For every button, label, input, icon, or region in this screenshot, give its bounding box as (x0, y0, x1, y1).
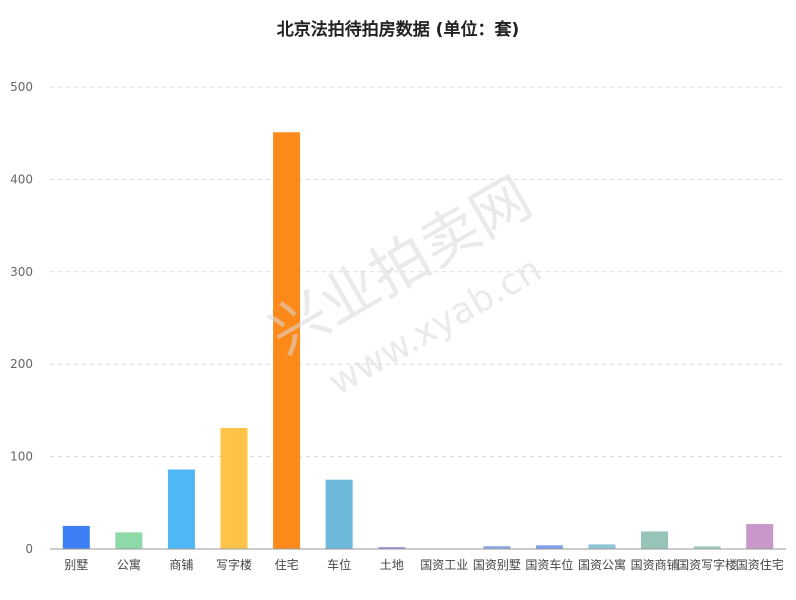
y-tick-label: 0 (25, 542, 33, 556)
y-tick-label: 300 (10, 265, 33, 279)
bar (220, 427, 248, 549)
x-tick-label: 国资商铺 (631, 557, 679, 572)
bars (62, 132, 774, 549)
x-tick-label: 国资工业 (420, 558, 468, 572)
x-tick-label: 公寓 (117, 557, 141, 572)
y-tick-label: 200 (10, 357, 33, 371)
x-tick-label: 别墅 (64, 558, 88, 572)
bar (115, 532, 143, 549)
bar (167, 469, 195, 549)
y-tick-label: 100 (10, 450, 33, 464)
x-tick-label: 国资住宅 (736, 557, 784, 572)
bar (641, 531, 669, 549)
x-tick-label: 国资公寓 (578, 557, 626, 572)
bar (588, 544, 616, 549)
x-tick-label: 国资车位 (525, 557, 573, 572)
bar (483, 546, 511, 549)
x-tick-label: 土地 (380, 558, 404, 572)
y-axis: 0 100 200 300 400 500 (10, 80, 33, 556)
x-axis: 别墅 公寓 商铺 写字楼 住宅 车位 土地 国资工业 国资别墅 国资车位 国资公寓 国资商铺国资写字楼… (50, 548, 786, 572)
bar (62, 525, 90, 549)
x-tick-label: 车位 (327, 557, 351, 572)
x-tick-label: 商铺 (169, 557, 193, 572)
x-tick-label: 国资别墅 (473, 558, 521, 572)
y-tick-label: 500 (10, 80, 33, 94)
watermark: 兴业拍卖网 www.xyab.cn (257, 163, 548, 403)
bar (378, 547, 406, 549)
bar (325, 479, 353, 549)
chart-title: 北京法拍待拍房数据 (单位：套) (277, 19, 519, 40)
bar (693, 546, 721, 549)
grid-lines (50, 86, 786, 458)
x-tick-label: 写字楼 (216, 557, 252, 572)
x-tick-label: 住宅 (275, 557, 299, 572)
x-tick-label: 国资写字楼 (677, 557, 737, 572)
bar (273, 132, 301, 549)
bar (535, 545, 563, 549)
bar (746, 524, 774, 549)
y-tick-label: 400 (10, 172, 33, 186)
